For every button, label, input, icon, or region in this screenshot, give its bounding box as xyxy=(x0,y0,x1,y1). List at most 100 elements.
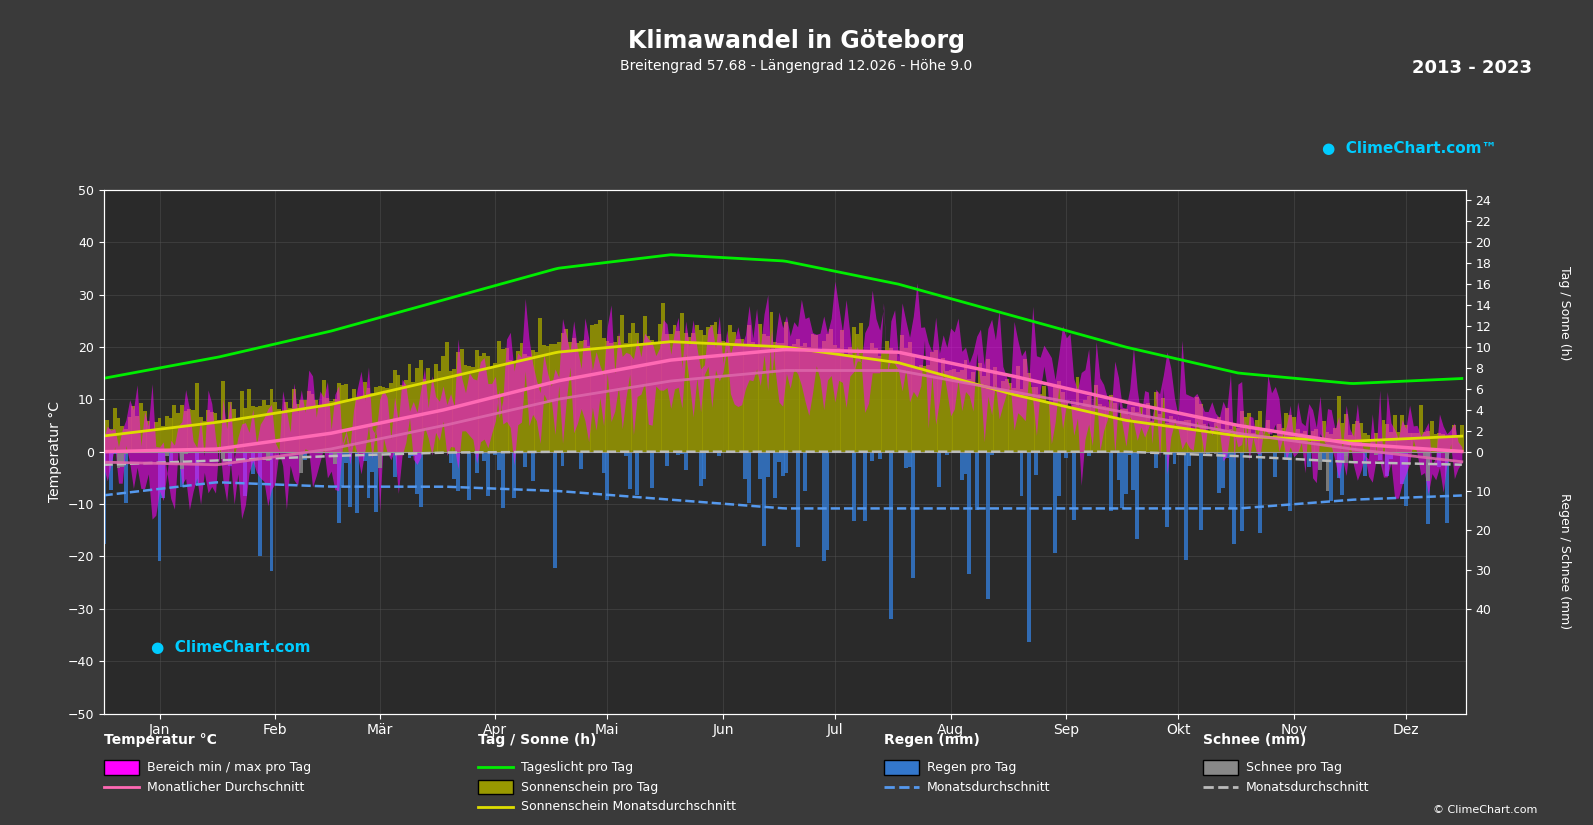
Bar xyxy=(408,364,411,452)
Bar xyxy=(1153,392,1158,452)
Bar xyxy=(1322,422,1325,452)
Bar xyxy=(1431,422,1434,452)
Bar xyxy=(792,344,796,452)
Bar xyxy=(1415,433,1419,452)
Bar xyxy=(1329,435,1333,452)
Bar xyxy=(1214,423,1217,452)
Bar xyxy=(561,452,564,466)
Bar xyxy=(508,360,513,452)
Bar xyxy=(1411,433,1415,452)
Bar xyxy=(1172,452,1177,464)
Bar xyxy=(703,335,706,452)
Bar xyxy=(620,314,624,452)
Bar xyxy=(863,452,867,521)
Bar xyxy=(494,452,497,455)
Bar xyxy=(1031,387,1035,452)
Bar xyxy=(1217,417,1222,452)
Bar xyxy=(500,452,505,508)
Bar xyxy=(1306,452,1311,467)
Bar xyxy=(366,388,371,452)
Bar xyxy=(1423,452,1426,457)
Bar xyxy=(1236,428,1239,452)
Bar xyxy=(1370,440,1375,452)
Bar xyxy=(449,452,452,464)
Text: Schnee pro Tag: Schnee pro Tag xyxy=(1246,761,1341,774)
Bar xyxy=(113,408,116,452)
Bar xyxy=(1325,431,1330,452)
Text: Tageslicht pro Tag: Tageslicht pro Tag xyxy=(521,761,632,774)
Bar xyxy=(553,452,558,568)
Bar xyxy=(1012,388,1016,452)
Bar xyxy=(680,314,683,452)
Bar xyxy=(147,421,150,452)
Bar xyxy=(1136,452,1139,539)
Y-axis label: Temperatur °C: Temperatur °C xyxy=(48,401,62,502)
Bar xyxy=(333,452,336,464)
Bar xyxy=(155,422,158,452)
Bar xyxy=(1139,406,1142,452)
Bar xyxy=(672,325,677,452)
Bar xyxy=(386,388,389,452)
Bar xyxy=(416,452,419,494)
Bar xyxy=(784,323,789,452)
Bar xyxy=(800,346,803,452)
Bar xyxy=(1078,406,1083,452)
Bar xyxy=(739,339,744,452)
Bar xyxy=(1303,431,1308,452)
Bar xyxy=(1403,452,1408,507)
Bar xyxy=(677,332,680,452)
Bar xyxy=(1184,421,1188,452)
Bar xyxy=(161,426,166,452)
Bar xyxy=(405,380,408,452)
Bar xyxy=(419,361,422,452)
Bar xyxy=(370,394,374,452)
Bar xyxy=(1426,452,1431,481)
Bar xyxy=(105,420,110,452)
Bar xyxy=(575,343,580,452)
Bar xyxy=(250,406,255,452)
Bar xyxy=(288,408,292,452)
Bar xyxy=(736,339,739,452)
Bar xyxy=(1445,452,1450,460)
Bar xyxy=(1086,452,1091,456)
Bar xyxy=(1147,403,1150,452)
Bar xyxy=(650,452,655,488)
Bar xyxy=(527,356,530,452)
Bar xyxy=(908,342,911,452)
Bar xyxy=(1192,429,1195,452)
Bar xyxy=(1344,413,1348,452)
Bar xyxy=(677,452,680,455)
Text: Klimawandel in Göteborg: Klimawandel in Göteborg xyxy=(628,29,965,53)
Bar xyxy=(766,336,769,452)
Bar xyxy=(773,342,777,452)
Bar xyxy=(180,452,183,487)
Bar xyxy=(1266,421,1270,452)
Bar xyxy=(392,370,397,452)
Bar xyxy=(789,452,792,453)
Bar xyxy=(1098,404,1102,452)
Text: Temperatur °C: Temperatur °C xyxy=(104,733,217,747)
Bar xyxy=(1375,452,1378,455)
Bar xyxy=(819,350,822,452)
Bar xyxy=(628,452,632,489)
Bar xyxy=(1348,436,1352,452)
Bar xyxy=(803,342,808,452)
Bar xyxy=(1244,417,1247,452)
Bar xyxy=(1459,425,1464,452)
Bar xyxy=(1005,380,1008,452)
Bar xyxy=(717,333,722,452)
Bar xyxy=(975,383,978,452)
Bar xyxy=(530,350,535,452)
Bar xyxy=(1317,452,1322,462)
Text: 2013 - 2023: 2013 - 2023 xyxy=(1413,59,1532,78)
Bar xyxy=(639,344,644,452)
Bar xyxy=(180,405,183,452)
Bar xyxy=(1270,437,1273,452)
Bar xyxy=(366,452,371,497)
Bar xyxy=(239,391,244,452)
Bar xyxy=(292,389,296,452)
Bar xyxy=(389,383,393,452)
Bar xyxy=(1344,452,1348,463)
Bar xyxy=(956,372,961,452)
Bar xyxy=(336,452,341,523)
